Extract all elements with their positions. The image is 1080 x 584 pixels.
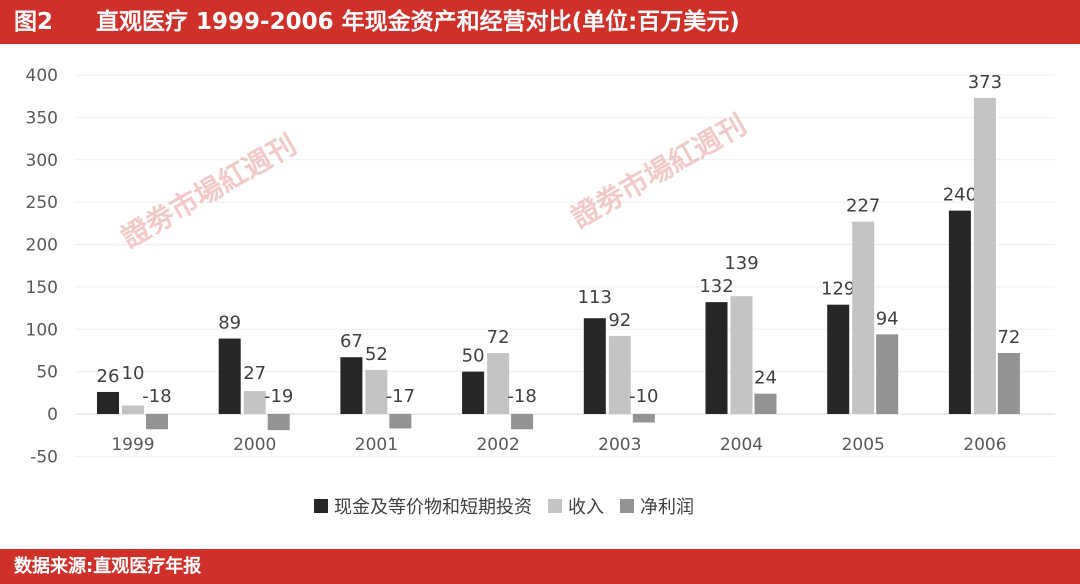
bar (608, 336, 631, 414)
bar (487, 352, 510, 414)
y-tick-label: 350 (26, 108, 58, 128)
y-tick-label: 200 (26, 236, 58, 256)
bar (97, 391, 119, 414)
data-label: 24 (754, 368, 777, 389)
legend-swatch (620, 499, 634, 513)
data-label: 227 (846, 196, 880, 217)
bar (267, 414, 290, 431)
y-tick-label: 0 (47, 405, 58, 425)
data-label: 72 (997, 327, 1020, 348)
bar (852, 221, 875, 414)
data-label: 132 (699, 276, 733, 297)
data-label: 373 (968, 72, 1002, 93)
x-tick-label: 2005 (842, 435, 885, 455)
y-tick-label: 100 (26, 320, 58, 340)
data-label: -10 (629, 386, 658, 407)
y-tick-label: -50 (30, 447, 58, 467)
bar (243, 391, 266, 414)
bar (876, 334, 899, 414)
legend-label: 收入 (568, 497, 604, 518)
bar (997, 352, 1020, 414)
y-tick-label: 300 (26, 151, 58, 171)
data-label: 240 (943, 185, 977, 206)
bar (389, 414, 412, 429)
x-tick-label: 2001 (355, 435, 398, 455)
legend-swatch (548, 499, 562, 513)
data-label: -18 (507, 386, 536, 407)
bar (511, 414, 534, 430)
x-tick-label: 1999 (111, 435, 154, 455)
bar (365, 369, 388, 414)
bar (583, 318, 606, 414)
figure-number: 图2 (14, 9, 54, 35)
data-label: 129 (821, 279, 855, 300)
source-footer: 数据来源:直观医疗年报 (0, 549, 1080, 584)
bar (827, 304, 850, 414)
bar (146, 414, 168, 430)
y-tick-label: 250 (26, 193, 58, 213)
bar (730, 296, 753, 414)
data-label: 27 (243, 363, 266, 384)
y-tick-label: 150 (26, 278, 58, 298)
x-tick-label: 2002 (476, 435, 519, 455)
data-label: 113 (578, 287, 612, 308)
legend-label: 现金及等价物和短期投资 (334, 497, 532, 518)
data-label: 72 (487, 327, 510, 348)
data-label: -17 (386, 386, 415, 407)
x-tick-label: 2003 (598, 435, 641, 455)
bar (122, 405, 144, 414)
data-label: 89 (218, 313, 241, 334)
figure-header: 图2 直观医疗 1999-2006 年现金资产和经营对比(单位:百万美元) (0, 0, 1080, 44)
bar (218, 338, 241, 414)
bar (973, 97, 996, 414)
data-label: 10 (122, 363, 145, 384)
data-label: 26 (97, 366, 120, 387)
bar (462, 371, 485, 414)
x-tick-label: 2000 (233, 435, 276, 455)
legend-label: 净利润 (640, 497, 694, 518)
x-tick-label: 2006 (963, 435, 1006, 455)
bar (754, 393, 777, 414)
data-label: -19 (264, 386, 293, 407)
figure-title: 直观医疗 1999-2006 年现金资产和经营对比(单位:百万美元) (96, 9, 740, 35)
data-label: 67 (340, 331, 363, 352)
bar (948, 210, 971, 414)
data-label: 94 (876, 308, 899, 329)
data-label: 139 (724, 253, 758, 274)
x-tick-label: 2004 (720, 435, 763, 455)
y-tick-label: 50 (36, 363, 58, 383)
data-label: 92 (608, 310, 631, 331)
data-label: 50 (462, 346, 485, 367)
data-label: 52 (365, 344, 388, 365)
data-label: -18 (142, 386, 171, 407)
bar (632, 414, 655, 423)
y-tick-label: 400 (26, 66, 58, 86)
legend-swatch (314, 499, 328, 513)
bar (705, 302, 728, 414)
bar (340, 357, 363, 414)
